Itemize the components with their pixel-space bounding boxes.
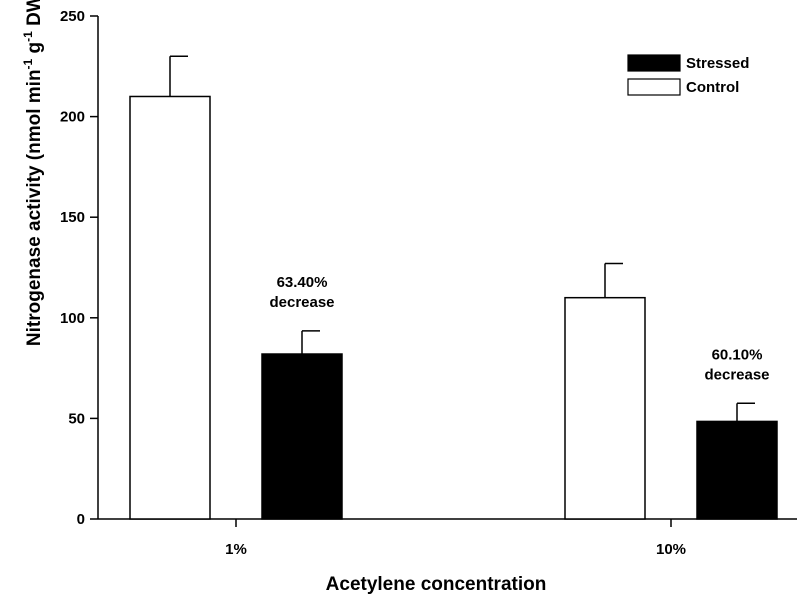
bar-stressed-0 [261,353,343,520]
y-axis-title: Nitrogenase activity (nmol min-1 g-1 DW) [21,0,45,346]
y-axis-title-superscript-2: -1 [21,31,35,42]
plot-area: 0 50 100 150 200 250 1% 10% 63.40% decrease 60.10%… [60,8,797,558]
y-axis-title-part-3: DW) [24,0,45,31]
annotation-0-line-0: 63.40% [277,274,328,291]
y-tick-label: 250 [60,8,85,25]
bar-control-0 [129,95,211,520]
y-axis-title-part-1: Nitrogenase activity (nmol min [24,69,45,346]
legend: Stressed Control [627,54,749,96]
y-tick-label: 0 [77,511,85,528]
x-axis-title: Acetylene concentration [326,574,547,595]
legend-label-control: Control [686,79,739,96]
y-tick-label: 50 [68,410,85,427]
annotation-0-line-1: decrease [269,294,334,311]
legend-label-stressed: Stressed [686,55,749,72]
y-tick-label: 200 [60,109,85,126]
bar-stressed-1 [696,420,778,520]
y-tick-label: 150 [60,209,85,226]
y-axis-title-part-2: g [24,42,45,59]
x-tick-label: 10% [656,541,686,558]
legend-swatch-control [627,78,681,96]
y-tick-label: 100 [60,310,85,327]
bar-control-1 [564,296,646,520]
annotation-1-line-1: decrease [704,366,769,383]
annotation-1-line-0: 60.10% [712,346,763,363]
legend-swatch-stressed [627,54,681,72]
x-tick-label: 1% [225,541,247,558]
y-axis-title-superscript-1: -1 [21,58,35,69]
